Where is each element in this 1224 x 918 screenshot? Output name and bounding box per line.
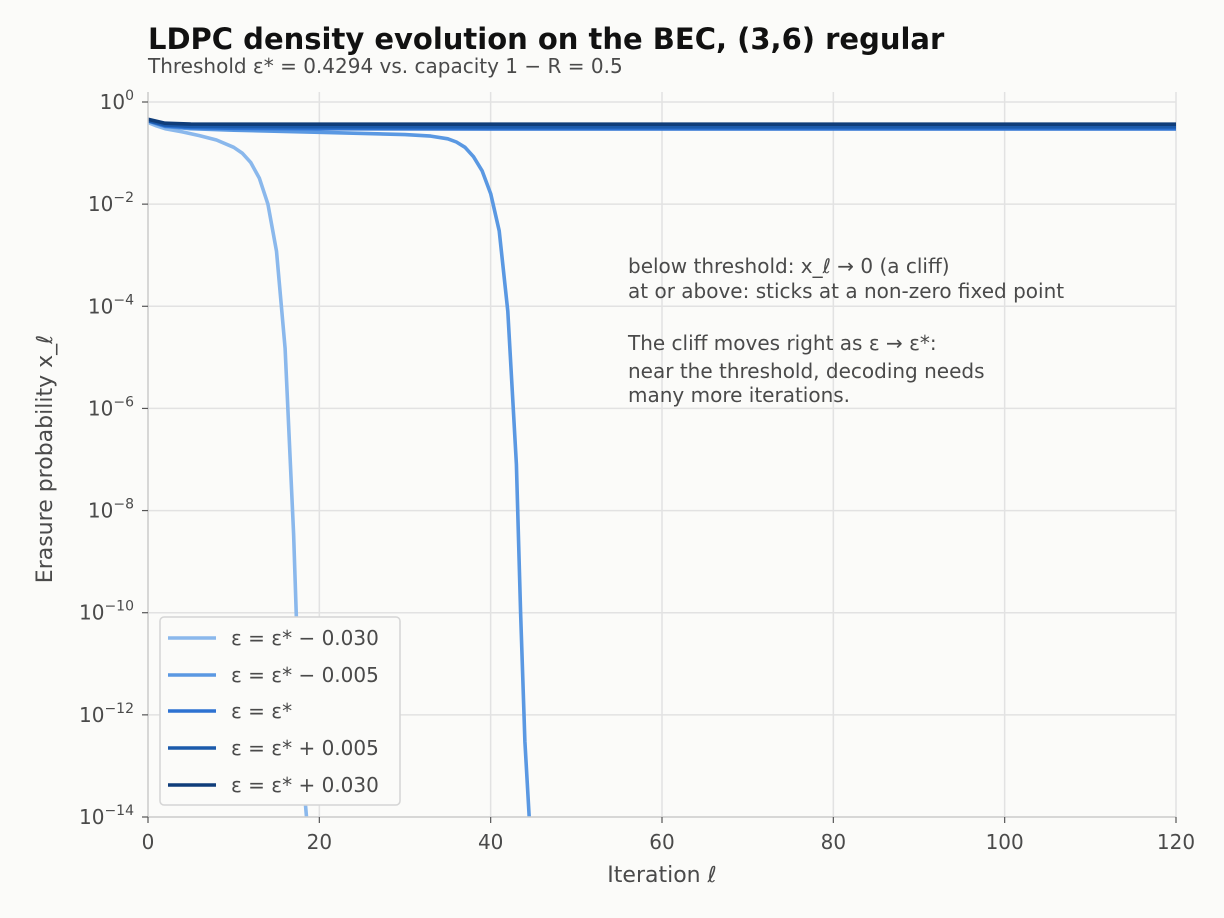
y-tick-label: 10−4 (88, 292, 134, 318)
legend: ε = ε* − 0.030 ε = ε* − 0.005 ε = ε* ε =… (159, 616, 401, 806)
x-tick-label: 120 (1157, 830, 1195, 854)
y-tick-label: 10−14 (79, 803, 134, 829)
series-line-eps-minus-0.005 (147, 119, 531, 818)
y-tick-label: 100 (100, 88, 134, 114)
x-tick-label: 20 (307, 830, 332, 854)
series-line-eps-minus-0.030 (147, 120, 309, 818)
x-tick-label: 0 (142, 830, 155, 854)
legend-label: ε = ε* + 0.005 (231, 736, 379, 760)
annotation-line: The cliff moves right as ε → ε*: (627, 331, 937, 355)
x-axis-label: Iteration ℓ (607, 863, 716, 888)
x-axis-ticks: 0 20 40 60 80 100 120 (142, 817, 1195, 854)
legend-label: ε = ε* − 0.005 (231, 663, 379, 687)
series-line-eps-plus-0.030 (147, 117, 1176, 126)
x-tick-label: 60 (649, 830, 674, 854)
annotation-line: near the threshold, decoding needs (628, 359, 985, 383)
y-tick-label: 10−6 (88, 394, 134, 420)
series-line-eps-plus-0.005 (147, 118, 1176, 129)
x-tick-label: 80 (821, 830, 846, 854)
y-axis-label: Erasure probability x_ℓ (33, 335, 58, 583)
y-tick-label: 10−10 (79, 599, 134, 625)
y-tick-label: 10−12 (79, 701, 134, 727)
x-tick-label: 100 (986, 830, 1024, 854)
annotation-line: many more iterations. (628, 383, 850, 407)
series-layer (147, 117, 1176, 818)
legend-label: ε = ε* + 0.030 (231, 773, 379, 797)
y-tick-label: 10−2 (88, 190, 134, 216)
legend-frame (159, 616, 401, 806)
annotation-line: at or above: sticks at a non-zero fixed … (628, 279, 1064, 303)
y-tick-label: 10−8 (88, 497, 134, 523)
legend-label: ε = ε* (231, 699, 292, 723)
grid (147, 92, 1177, 818)
legend-label: ε = ε* − 0.030 (231, 626, 379, 650)
annotation-box: below threshold: x_ℓ → 0 (a cliff) at or… (627, 254, 1064, 407)
x-tick-label: 40 (478, 830, 503, 854)
chart-title: LDPC density evolution on the BEC, (3,6)… (148, 22, 945, 56)
y-axis-ticks: 100 10−2 10−4 10−6 10−8 10−10 10−12 10−14 (79, 88, 148, 829)
chart-subtitle: Threshold ε* = 0.4294 vs. capacity 1 − R… (147, 54, 623, 78)
annotation-line: below threshold: x_ℓ → 0 (a cliff) (628, 254, 950, 278)
